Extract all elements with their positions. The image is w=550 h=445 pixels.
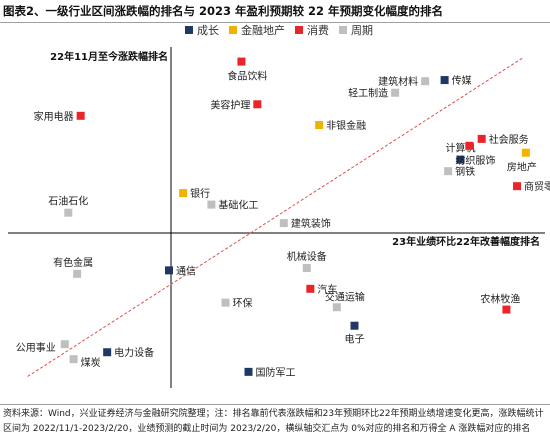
point-marker: [244, 367, 253, 376]
legend-label: 消费: [307, 23, 329, 37]
point-marker: [279, 219, 288, 228]
point-label: 电力设备: [114, 346, 154, 359]
point-label: 国防军工: [256, 366, 296, 379]
point-marker: [332, 303, 341, 312]
point-label: 钢铁: [455, 165, 475, 178]
point-marker: [421, 77, 430, 86]
legend-label: 金融地产: [241, 23, 285, 37]
legend-swatch: [229, 26, 237, 34]
point-label: 商贸零售: [524, 180, 550, 193]
point-marker: [302, 264, 311, 273]
point-label: 汽车: [317, 283, 337, 296]
point-label: 石油石化: [48, 195, 88, 208]
point-marker: [521, 148, 530, 157]
point-label: 环保: [233, 297, 253, 310]
figure-title: 图表2、一级行业区间涨跌幅的排名与 2023 年盈利预期较 22 年预期变化幅度…: [3, 4, 444, 18]
point-label: 机械设备: [287, 250, 327, 263]
point-marker: [103, 348, 112, 357]
point-label: 家用电器: [34, 110, 74, 123]
point-marker: [306, 284, 315, 293]
point-marker: [315, 121, 324, 130]
point-marker: [391, 88, 400, 97]
point-marker: [465, 141, 474, 150]
point-marker: [237, 57, 246, 66]
legend-label: 周期: [351, 24, 373, 37]
point-label: 社会服务: [489, 133, 529, 146]
title-divider: [0, 22, 550, 23]
point-label: 建筑材料: [378, 75, 418, 88]
legend-label: 成长: [197, 24, 219, 37]
point-label: 基础化工: [218, 199, 258, 212]
point-label: 食品饮料: [227, 70, 267, 83]
point-marker: [513, 182, 522, 191]
point-marker: [253, 100, 262, 109]
legend: 成长 金融地产 消费 周期: [185, 23, 373, 37]
point-marker: [221, 298, 230, 307]
point-marker: [60, 340, 69, 349]
point-label: 传媒: [452, 75, 472, 87]
point-label: 美容护理: [210, 98, 250, 111]
source-note: 资料来源：Wind，兴业证券经济与金融研究院整理；注：排名靠前代表涨跌幅和23年…: [3, 409, 544, 434]
point-marker: [444, 167, 453, 176]
point-label: 房地产: [507, 161, 537, 174]
point-label: 建筑装饰: [291, 217, 331, 230]
point-label: 煤炭: [81, 356, 101, 369]
point-marker: [440, 76, 449, 85]
point-marker: [207, 200, 216, 209]
point-label: 轻工制造: [348, 87, 388, 100]
point-marker: [73, 269, 82, 278]
point-label: 交通运输: [325, 290, 365, 303]
trend-line: [27, 57, 523, 377]
point-label: 有色金属: [53, 256, 93, 269]
point-marker: [477, 134, 486, 143]
legend-swatch: [295, 26, 303, 34]
point-label: 公用事业: [16, 341, 56, 354]
point-marker: [350, 321, 359, 330]
point-marker: [64, 208, 73, 217]
point-label: 通信: [176, 265, 196, 277]
point-marker: [456, 155, 465, 164]
point-label: 纺织服饰: [455, 154, 495, 167]
point-label: 银行: [190, 187, 210, 200]
legend-swatch: [185, 26, 193, 34]
footnote-divider: [0, 404, 550, 405]
x-axis-title: 23年业绩环比22年改善幅度排名: [392, 235, 540, 248]
point-marker: [69, 355, 78, 364]
y-axis-title: 22年11月至今涨跌幅排名: [50, 50, 168, 63]
point-label: 电子: [345, 333, 365, 346]
legend-swatch: [339, 26, 347, 34]
point-marker: [76, 111, 85, 120]
point-label: 非银金融: [326, 119, 366, 132]
point-marker: [502, 305, 511, 314]
point-marker: [165, 266, 173, 275]
point-label: 农林牧渔: [480, 293, 520, 306]
point-marker: [179, 189, 188, 198]
data-points: 传媒计算机通信电子电力设备国防军工非银金融房地产银行食品饮料美容护理家用电器社会…: [16, 57, 550, 379]
